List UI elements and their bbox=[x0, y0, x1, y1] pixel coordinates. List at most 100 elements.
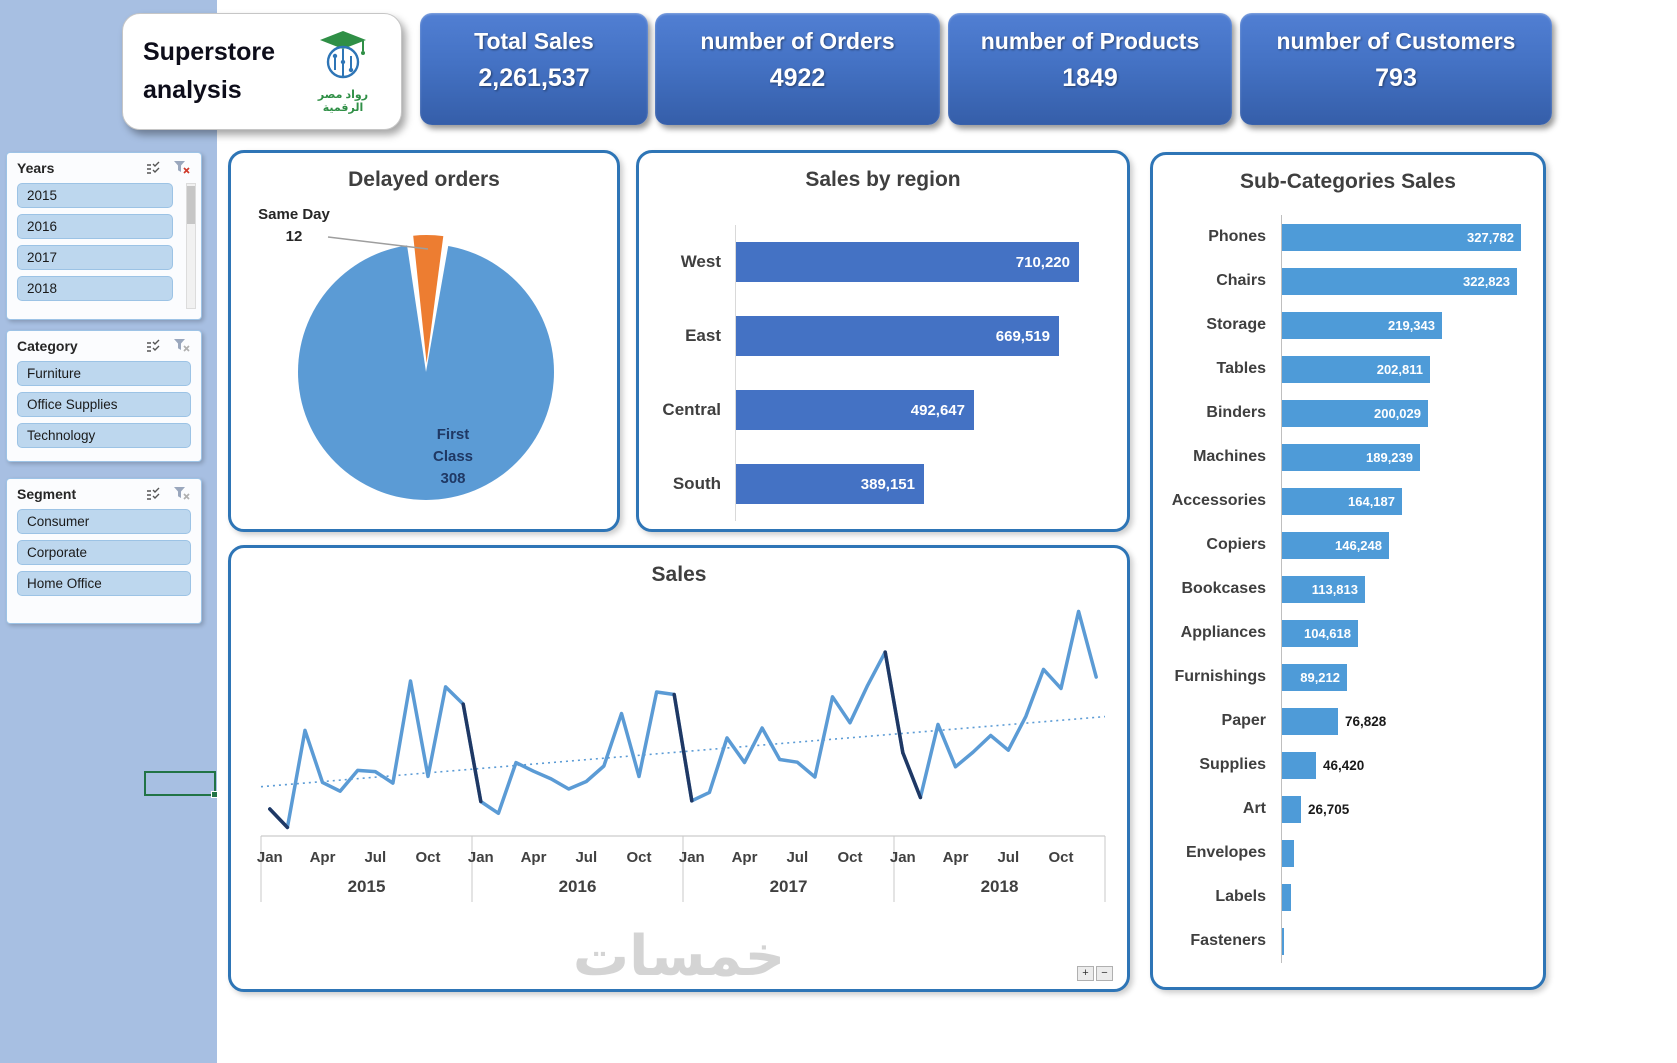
subcat-bar-row: Bookcases 113,813 bbox=[1163, 567, 1535, 611]
slicer-item-office-supplies[interactable]: Office Supplies bbox=[17, 392, 191, 417]
month-tick-label: Jan bbox=[890, 849, 916, 866]
slicer-title: Category bbox=[17, 337, 78, 354]
slicer-item-list: Furniture Office Supplies Technology bbox=[7, 358, 201, 462]
year-tick-label: 2017 bbox=[770, 877, 808, 896]
month-tick-label: Apr bbox=[310, 849, 336, 866]
subcat-bar-value: 189,239 bbox=[1366, 449, 1413, 465]
slicer-item-2018[interactable]: 2018 bbox=[17, 276, 173, 301]
slicer-item-consumer[interactable]: Consumer bbox=[17, 509, 191, 534]
subcat-bar bbox=[1282, 795, 1301, 823]
multiselect-icon[interactable] bbox=[142, 158, 166, 177]
subcat-bar-area bbox=[1281, 919, 1535, 963]
multiselect-icon[interactable] bbox=[142, 484, 166, 503]
subcat-category-label: Furnishings bbox=[1174, 668, 1266, 685]
slicer-item-home-office[interactable]: Home Office bbox=[17, 571, 191, 596]
slicer-item-2017[interactable]: 2017 bbox=[17, 245, 173, 270]
subcat-category-label: Binders bbox=[1206, 404, 1266, 421]
subcat-bar-value: 327,782 bbox=[1467, 229, 1514, 245]
scrollbar-thumb[interactable] bbox=[187, 186, 195, 224]
clear-filter-icon[interactable] bbox=[169, 484, 193, 503]
clear-filter-icon[interactable] bbox=[169, 158, 193, 177]
selected-cell[interactable] bbox=[144, 771, 218, 798]
subcat-bar-value: 146,248 bbox=[1335, 537, 1382, 553]
slicer-item-2015[interactable]: 2015 bbox=[17, 183, 173, 208]
subcat-bar bbox=[1282, 751, 1316, 779]
chart-title: Delayed orders bbox=[348, 168, 500, 191]
subcat-bar-area: 89,212 bbox=[1281, 655, 1535, 699]
multiselect-icon[interactable] bbox=[142, 336, 166, 355]
zoom-out-button[interactable]: − bbox=[1096, 966, 1113, 981]
kpi-label: number of Orders bbox=[700, 28, 895, 54]
callout-line bbox=[327, 236, 429, 250]
subcat-bar-area: 327,782 bbox=[1281, 215, 1535, 259]
subcat-bar-value: 46,420 bbox=[1323, 757, 1365, 773]
subcat-bar bbox=[1282, 883, 1291, 911]
slicer-item-furniture[interactable]: Furniture bbox=[17, 361, 191, 386]
region-bar: 710,220 bbox=[736, 242, 1079, 282]
subcat-category-label: Chairs bbox=[1216, 272, 1266, 289]
month-tick-label: Jan bbox=[679, 849, 705, 866]
subcat-bar: 189,239 bbox=[1282, 443, 1420, 471]
region-bar: 669,519 bbox=[736, 316, 1059, 356]
subcat-bar-row: Art 26,705 bbox=[1163, 787, 1535, 831]
subcat-bar: 202,811 bbox=[1282, 355, 1430, 383]
subcat-category-label: Fasteners bbox=[1190, 932, 1266, 949]
subcat-bar bbox=[1282, 927, 1284, 955]
slicer-item-2016[interactable]: 2016 bbox=[17, 214, 173, 239]
subcat-bar-area: 104,618 bbox=[1281, 611, 1535, 655]
region-bar: 492,647 bbox=[736, 390, 974, 430]
subcat-bar bbox=[1282, 839, 1294, 867]
slicer-item-corporate[interactable]: Corporate bbox=[17, 540, 191, 565]
subcat-category-label: Accessories bbox=[1171, 492, 1266, 509]
region-bar-value: 389,151 bbox=[860, 475, 915, 493]
subcat-bar-row: Machines 189,239 bbox=[1163, 435, 1535, 479]
slicer-title: Years bbox=[17, 159, 55, 176]
kpi-value: 1849 bbox=[1062, 64, 1118, 92]
sales-line-chart: Jan Apr Jul Oct 2015 Jan Apr Jul Oct 2016 Jan Apr Ju… bbox=[257, 609, 1106, 902]
year-tick-label: 2016 bbox=[559, 877, 597, 896]
subcat-bar-value: 26,705 bbox=[1308, 801, 1350, 817]
kpi-label: number of Customers bbox=[1276, 28, 1516, 54]
slicer-item-list: Consumer Corporate Home Office bbox=[7, 506, 201, 610]
subcat-category-label: Labels bbox=[1215, 888, 1266, 905]
region-bar-area: 710,220 bbox=[735, 225, 1105, 299]
sales-line-dark-segment bbox=[883, 650, 905, 755]
subcat-category-label: Art bbox=[1242, 800, 1266, 817]
pie-slice-same-day bbox=[413, 235, 444, 363]
sales-by-region-panel: Sales by region West 710,220 East 669,519 Ce… bbox=[636, 150, 1130, 532]
slicer-header: Years bbox=[7, 153, 201, 180]
subcat-bar: 327,782 bbox=[1282, 223, 1521, 251]
subcat-bar-area: 322,823 bbox=[1281, 259, 1535, 303]
years-scrollbar[interactable] bbox=[186, 183, 196, 309]
region-category-label: West bbox=[680, 252, 721, 271]
zoom-in-button[interactable]: + bbox=[1077, 966, 1094, 981]
subcat-category-label: Storage bbox=[1206, 316, 1266, 333]
clear-filter-icon[interactable] bbox=[169, 336, 193, 355]
subcat-bar-area: 164,187 bbox=[1281, 479, 1535, 523]
subcat-bar: 113,813 bbox=[1282, 575, 1365, 603]
subcat-bar-row: Furnishings 89,212 bbox=[1163, 655, 1535, 699]
slicer-title: Segment bbox=[17, 485, 77, 502]
subcat-bar-row: Storage 219,343 bbox=[1163, 303, 1535, 347]
month-tick-label: Oct bbox=[415, 849, 440, 866]
chart-title: Sub-Categories Sales bbox=[1240, 170, 1456, 193]
subcat-bar-area bbox=[1281, 831, 1535, 875]
sales-line bbox=[268, 609, 1098, 830]
kpi-number-of-products: number of Products 1849 bbox=[948, 13, 1232, 125]
kpi-label: Total Sales bbox=[474, 28, 594, 54]
years-slicer: Years 2015 2016 2017 2018 bbox=[6, 152, 202, 320]
subcat-bar-row: Tables 202,811 bbox=[1163, 347, 1535, 391]
subcat-bar-row: Paper 76,828 bbox=[1163, 699, 1535, 743]
subcat-bar: 146,248 bbox=[1282, 531, 1389, 559]
slicer-item-technology[interactable]: Technology bbox=[17, 423, 191, 448]
month-tick-label: Apr bbox=[521, 849, 547, 866]
subcat-bar-area: 146,248 bbox=[1281, 523, 1535, 567]
month-tick-label: Jul bbox=[575, 849, 597, 866]
region-bar-area: 492,647 bbox=[735, 373, 1105, 447]
subcat-bar-row: Binders 200,029 bbox=[1163, 391, 1535, 435]
sub-categories-panel: Sub-Categories Sales Phones 327,782 Chairs… bbox=[1150, 152, 1546, 990]
kpi-value: 2,261,537 bbox=[478, 64, 590, 92]
pie-callout-value: 12 bbox=[286, 228, 303, 245]
subcat-bar: 322,823 bbox=[1282, 267, 1517, 295]
dashboard-title-line2: analysis bbox=[143, 75, 242, 104]
